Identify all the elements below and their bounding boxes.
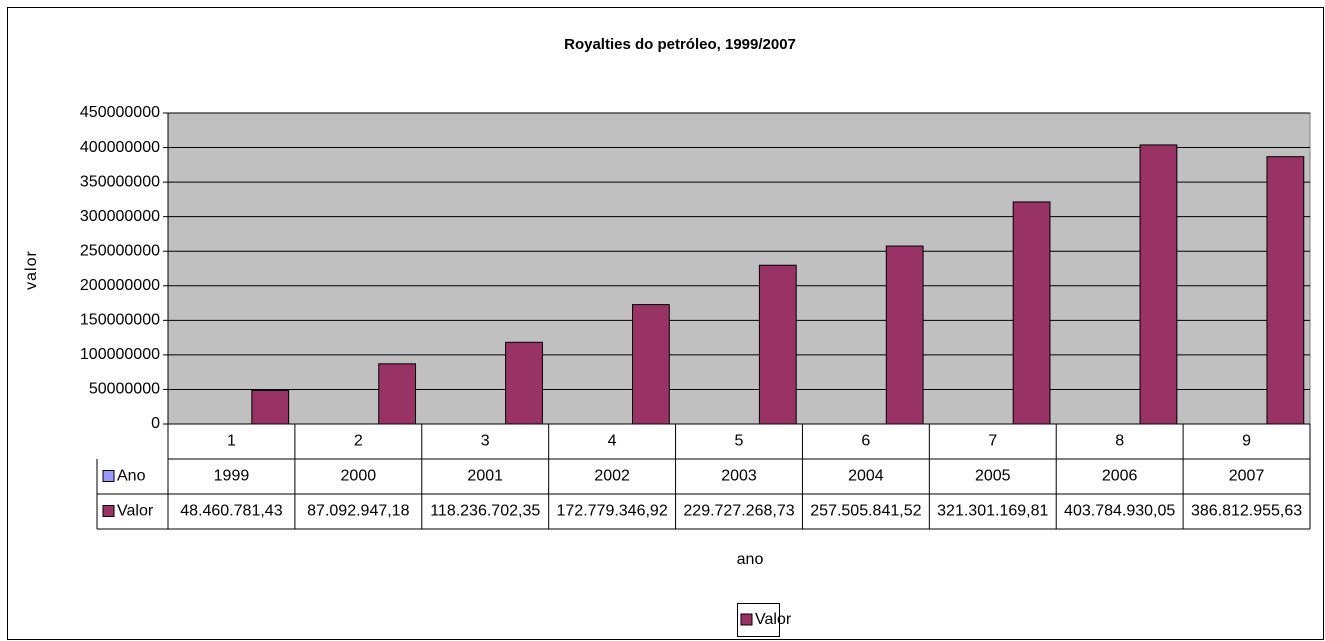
data-label: 2002: [594, 468, 630, 485]
bar: [378, 363, 417, 425]
data-label: 48.460.781,43: [180, 503, 282, 520]
y-tick-label: 100000000: [80, 346, 160, 363]
data-label: 386.812.955,63: [1191, 503, 1302, 520]
x-tick-label: 3: [481, 433, 490, 450]
data-label: 87.092.947,18: [307, 503, 409, 520]
x-tick-label: 2: [354, 433, 363, 450]
x-tick-label: 5: [735, 433, 744, 450]
x-tick-label: 6: [861, 433, 870, 450]
bar: [885, 245, 924, 425]
data-label: 2005: [975, 468, 1011, 485]
data-label: 257.505.841,52: [810, 503, 921, 520]
bar: [1266, 156, 1305, 425]
y-tick-label: 0: [151, 415, 160, 432]
legend-key: [102, 470, 115, 482]
bar: [632, 304, 670, 425]
x-tick-label: 8: [1115, 433, 1124, 450]
x-axis-label: ano: [737, 551, 764, 568]
data-label: 2000: [341, 468, 377, 485]
data-label: 2003: [721, 468, 757, 485]
bar: [1012, 201, 1051, 425]
chart-title: Royalties do petróleo, 1999/2007: [564, 36, 796, 53]
bar: [1139, 144, 1178, 425]
y-tick-label: 250000000: [80, 242, 160, 259]
y-tick-label: 150000000: [80, 312, 160, 329]
legend-key: [740, 613, 753, 626]
data-label: 118.236.702,35: [430, 503, 540, 520]
data-label: 172.779.346,92: [557, 503, 668, 520]
bar: [251, 390, 290, 425]
legend-key: [102, 505, 115, 517]
y-tick-label: 350000000: [80, 173, 160, 190]
data-label: 2001: [467, 468, 503, 485]
legend-label: Valor: [755, 611, 792, 628]
data-label: 321.301.169,81: [937, 503, 1048, 520]
x-tick-label: 1: [227, 433, 236, 450]
y-tick-label: 300000000: [80, 208, 160, 225]
data-label: 2004: [848, 468, 884, 485]
x-tick-label: 7: [988, 433, 997, 450]
data-label: 403.784.930,05: [1064, 503, 1175, 520]
x-tick-label: 9: [1242, 433, 1251, 450]
data-label: 2006: [1102, 468, 1138, 485]
data-label: 229.727.268,73: [683, 503, 794, 520]
table-row-label: Valor: [117, 503, 154, 520]
table-row-label: Ano: [117, 468, 146, 485]
y-tick-label: 400000000: [80, 139, 160, 156]
plot-area: [167, 112, 1311, 425]
bar: [758, 264, 797, 425]
y-tick-label: 50000000: [89, 381, 160, 398]
x-tick-label: 4: [608, 433, 617, 450]
data-label: 1999: [214, 468, 250, 485]
y-tick-label: 450000000: [80, 104, 160, 121]
data-label: 2007: [1229, 468, 1265, 485]
y-axis-label: valor: [23, 250, 40, 290]
bar: [505, 341, 543, 425]
y-tick-label: 200000000: [80, 277, 160, 294]
